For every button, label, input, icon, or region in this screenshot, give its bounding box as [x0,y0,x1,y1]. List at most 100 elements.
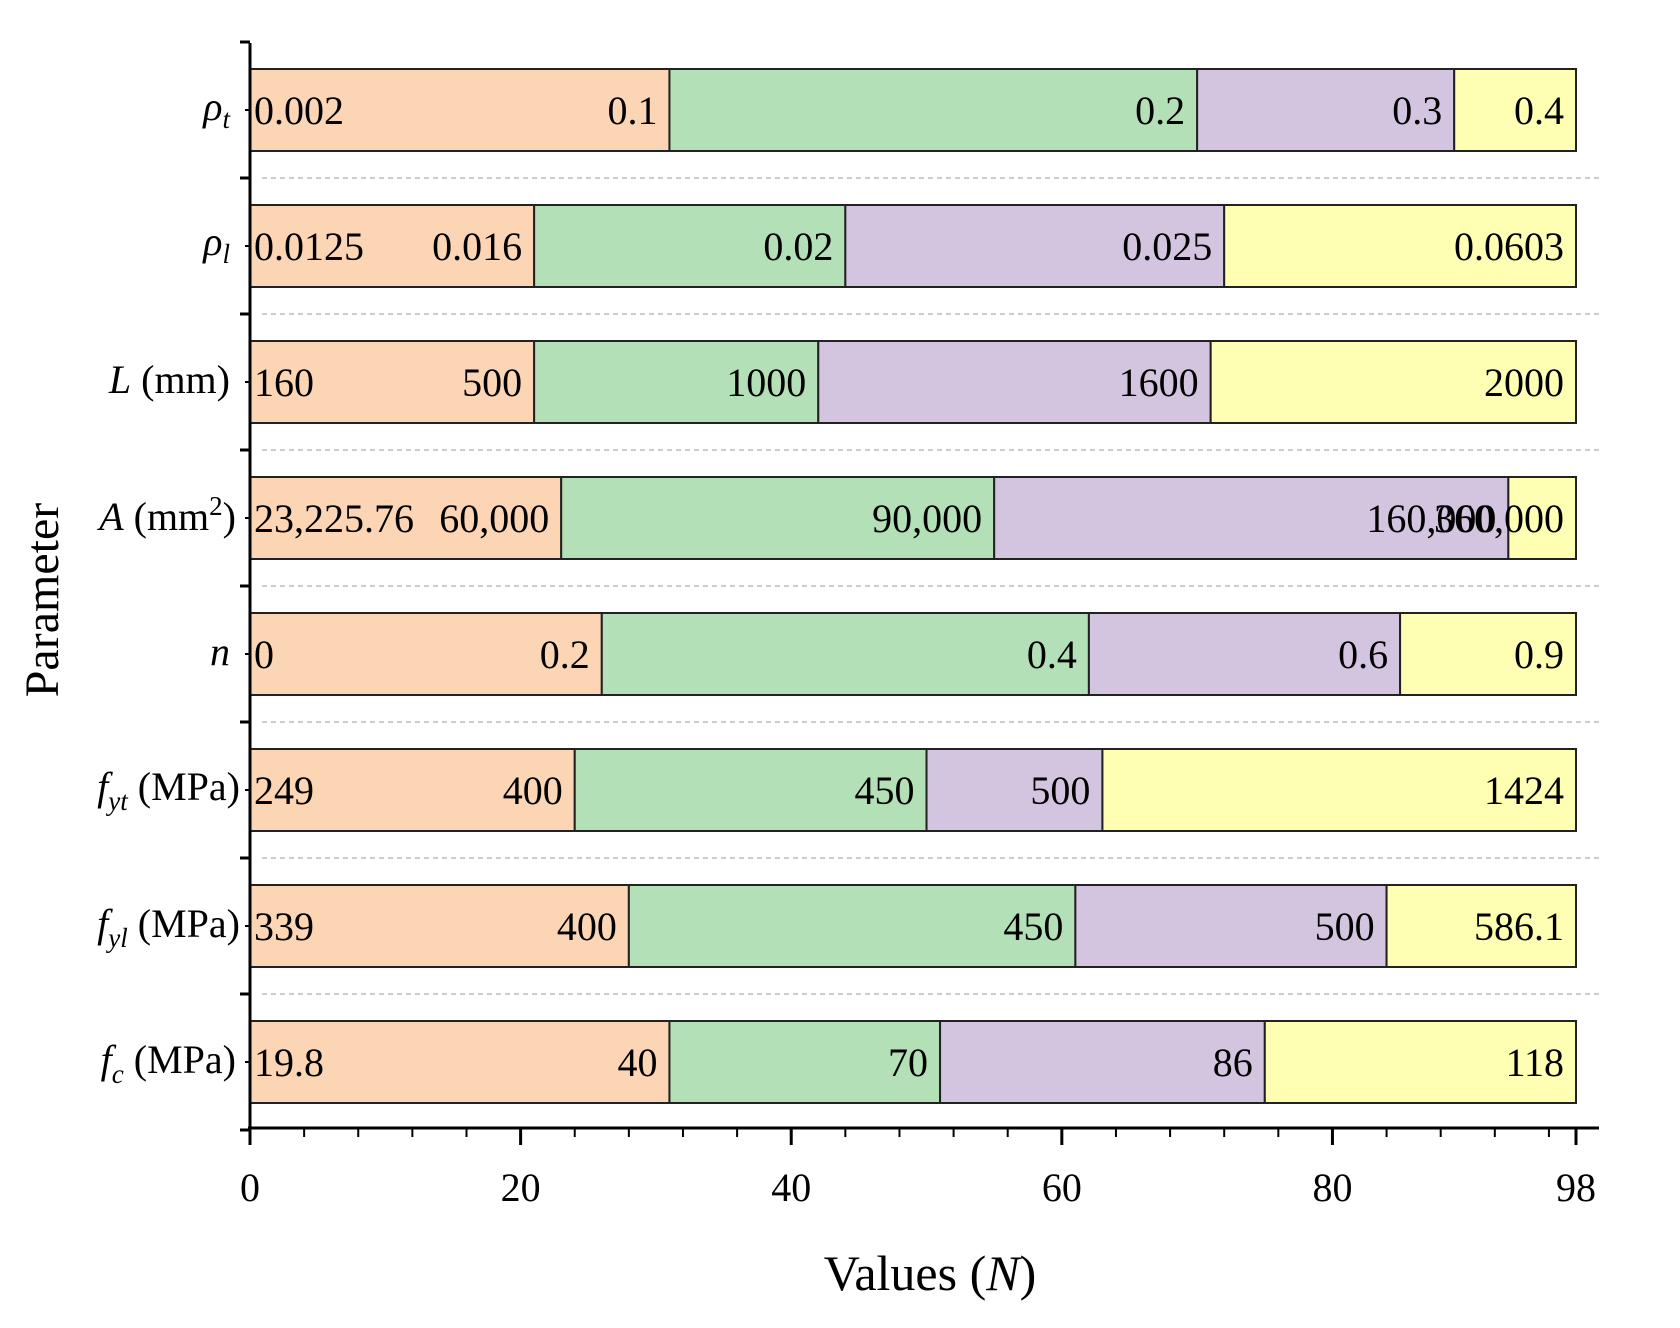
bar-segment [573,748,928,832]
A-unit-close: ) [223,494,236,539]
category-labels: ρt ρl L (mm) A (mm2) n fyt (MPa) fyl (MP… [96,84,240,1089]
fyt-unit: (MPa) [128,764,240,809]
bar-value-label: 500 [1030,768,1090,813]
bar-row: 0.016 0.0125 0.02 0.025 0.0603 [249,204,1578,288]
x-ticks: 0 20 40 60 80 98 [240,1128,1596,1210]
bar-segment [1101,748,1578,832]
bar-segment [817,340,1212,424]
bar-segment [560,476,996,560]
bar-segment [249,1020,671,1104]
bar-segment [939,1020,1266,1104]
bar-segment [1074,884,1388,968]
bar-value-label: 0.2 [540,632,590,677]
bar-segment [1209,340,1577,424]
bar-start-label: 0.0125 [254,224,364,269]
bar-value-label: 0.02 [763,224,833,269]
fyl-subscript: yl [105,923,128,953]
bar-value-label: 360,000 [1434,496,1564,541]
bar-segment [1263,1020,1577,1104]
bar-segment [844,204,1226,288]
row-separators [262,177,1600,995]
category-label-rho-l: ρl [201,219,230,269]
bar-row: 40 19.8 70 86 118 [249,1020,1577,1104]
bar-segment [1087,612,1402,696]
bar-start-label: 0.002 [254,88,344,133]
bar-value-label: 0.016 [432,224,522,269]
x-tick-label: 80 [1312,1165,1352,1210]
A-unit-open: (mm [124,494,210,539]
bar-row: 500 160 1000 1600 2000 [249,340,1577,424]
x-axis-title-text: Values ( [824,1245,986,1301]
bar-row: 0.2 0 0.4 0.6 0.9 [249,612,1578,696]
bar-value-label: 0.1 [607,88,657,133]
x-tick-label: 98 [1556,1165,1596,1210]
bar-segment [533,204,847,288]
bar-start-label: 160 [254,360,314,405]
bar-segment [668,1020,942,1104]
bar-segment [533,340,820,424]
y-axis-title: Parameter [16,503,69,698]
category-label-L: L (mm) [108,357,230,402]
bar-value-label: 1424 [1484,768,1564,813]
bar-value-label: 0.2 [1135,88,1185,133]
bar-segment [249,612,603,696]
bar-value-label: 450 [855,768,915,813]
bar-row: 400 249 450 500 1424 [249,748,1578,832]
bar-value-label: 0.4 [1027,632,1077,677]
L-symbol: L [108,357,131,402]
bar-segment [1196,68,1456,152]
category-label-n: n [210,629,230,674]
x-tick-label: 0 [240,1165,260,1210]
category-label-rho-t: ρt [201,84,231,134]
rho-t-symbol: ρ [201,84,222,129]
bar-value-label: 0.3 [1392,88,1442,133]
bar-start-label: 339 [254,904,314,949]
bar-value-label: 0.025 [1122,224,1212,269]
bar-value-label: 160,000 [1366,496,1496,541]
x-tick-label: 40 [771,1165,811,1210]
bar-value-label: 0.0603 [1454,224,1564,269]
A-unit-exponent: 2 [209,491,223,521]
bar-value-label: 118 [1505,1040,1564,1085]
x-tick-label: 20 [501,1165,541,1210]
bar-segment [668,68,1199,152]
bar-segment [1507,476,1577,560]
bar-value-label: 450 [1003,904,1063,949]
bar-segment [1385,884,1577,968]
bar-segment [627,884,1077,968]
bar-value-label: 2000 [1484,360,1564,405]
bar-row: 0.1 0.002 0.2 0.3 0.4 [249,68,1577,152]
x-axis-title: Values (N) [824,1245,1036,1301]
bar-value-label: 60,000 [439,496,549,541]
bar-value-label: 400 [503,768,563,813]
bar-start-label: 249 [254,768,314,813]
bar-value-label: 1000 [726,360,806,405]
rho-l-subscript: l [222,239,230,269]
bar-value-label: 86 [1213,1040,1253,1085]
bar-segment [600,612,1090,696]
bar-start-label: 23,225.76 [254,496,414,541]
bar-segment [249,884,630,968]
fc-subscript: c [112,1059,124,1089]
A-symbol: A [96,494,124,539]
bar-value-label: 500 [1315,904,1375,949]
y-ticks [240,40,250,1132]
bar-value-label: 400 [557,904,617,949]
fyl-unit: (MPa) [128,901,240,946]
bar-value-label: 40 [617,1040,657,1085]
bar-segment [993,476,1510,560]
fyt-subscript: yt [105,786,129,816]
L-unit: (mm) [131,357,230,402]
bar-value-label: 500 [462,360,522,405]
bar-value-label: 90,000 [872,496,982,541]
bar-value-label: 586.1 [1474,904,1564,949]
category-label-fc: fc (MPa) [101,1037,236,1089]
bar-segment [1399,612,1578,696]
bar-start-label: 0 [254,632,274,677]
category-label-A: A (mm2) [96,491,236,539]
bar-segment [249,748,576,832]
category-label-fyl: fyl (MPa) [97,901,240,953]
